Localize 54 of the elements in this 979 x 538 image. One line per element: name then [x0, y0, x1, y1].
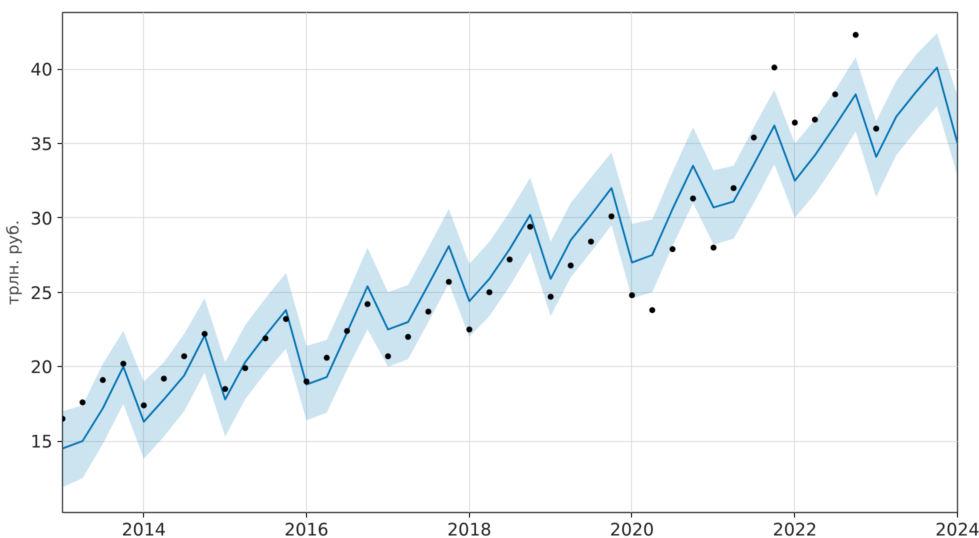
point — [873, 126, 880, 132]
y-tick-label: 25 — [30, 284, 53, 304]
point — [446, 278, 452, 285]
point — [385, 353, 392, 360]
point — [405, 334, 412, 340]
point — [548, 294, 554, 300]
point — [506, 256, 513, 263]
y-tick-label: 15 — [30, 432, 53, 453]
point — [120, 360, 126, 367]
point — [100, 377, 106, 384]
point — [710, 244, 717, 251]
point — [852, 32, 859, 38]
point — [425, 308, 432, 315]
point — [80, 399, 86, 406]
x-tick-label: 2024 — [935, 520, 979, 538]
point — [202, 330, 208, 337]
y-tick-label: 40 — [30, 60, 53, 81]
point — [771, 64, 778, 71]
y-tick-label: 30 — [30, 209, 53, 230]
point — [730, 185, 737, 192]
point — [344, 328, 350, 334]
point — [181, 353, 188, 360]
point — [160, 376, 167, 382]
point — [670, 246, 676, 252]
point — [466, 326, 472, 332]
point — [324, 354, 330, 361]
x-tick-label: 2020 — [610, 520, 654, 538]
point — [527, 224, 534, 230]
point — [303, 378, 310, 385]
point — [608, 213, 614, 220]
point — [649, 307, 656, 314]
point — [588, 238, 594, 245]
line-series — [62, 66, 958, 450]
point — [262, 335, 268, 342]
point — [486, 289, 492, 296]
x-tick-label: 2014 — [122, 520, 166, 538]
y-tick-label: 35 — [30, 134, 53, 155]
point — [832, 91, 838, 98]
point — [242, 365, 248, 372]
point — [792, 120, 798, 126]
point — [364, 301, 371, 308]
point — [750, 134, 757, 140]
x-tick-label: 2018 — [447, 520, 492, 538]
point — [222, 386, 228, 392]
point — [282, 316, 289, 322]
x-tick-label: 2016 — [284, 520, 329, 538]
point — [568, 262, 574, 268]
point — [140, 402, 147, 408]
y-tick-label: 20 — [30, 358, 53, 378]
point — [628, 292, 635, 298]
y-axis-title: трлн. руб. — [3, 220, 22, 305]
point — [690, 196, 696, 202]
x-tick-label: 2022 — [772, 520, 817, 538]
point — [812, 116, 818, 123]
